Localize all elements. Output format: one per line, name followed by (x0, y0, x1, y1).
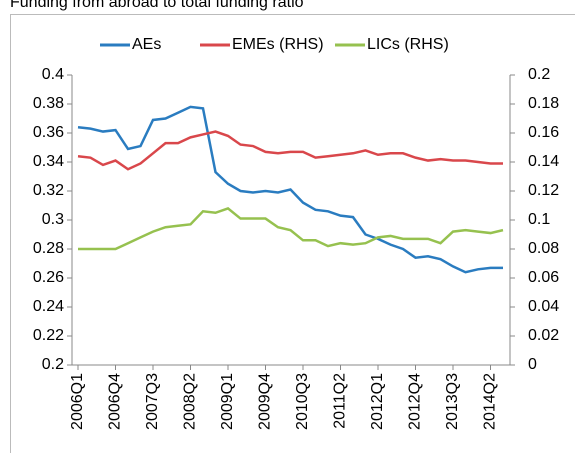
y-tick-label: 0.22 (33, 327, 64, 344)
x-tick-label: 2012Q1 (369, 373, 386, 430)
y-tick-label: 0.34 (33, 153, 64, 170)
y2-tick-label: 0.08 (528, 240, 559, 257)
y-tick-label: 0.28 (33, 240, 64, 257)
x-tick-label: 2012Q4 (407, 373, 424, 430)
y-tick-label: 0.2 (42, 356, 64, 373)
y-tick-label: 0.32 (33, 182, 64, 199)
legend-label: EMEs (RHS) (232, 36, 324, 53)
series-line (78, 206, 504, 251)
x-tick-label: 2010Q3 (294, 373, 311, 430)
x-tick-label: 2013Q3 (444, 373, 461, 430)
y2-tick-label: 0.16 (528, 124, 559, 141)
x-tick-label: 2014Q2 (482, 373, 499, 430)
y-tick-label: 0.3 (42, 211, 64, 228)
x-tick-label: 2007Q3 (144, 373, 161, 430)
y-tick-label: 0.4 (42, 66, 64, 83)
y2-tick-label: 0.12 (528, 182, 559, 199)
y-tick-label: 0.36 (33, 124, 64, 141)
y2-tick-label: 0.06 (528, 269, 559, 286)
legend-label: AEs (132, 36, 161, 53)
y2-tick-label: 0.1 (528, 211, 550, 228)
y2-tick-label: 0.14 (528, 153, 559, 170)
x-tick-label: 2006Q4 (107, 373, 124, 430)
x-tick-label: 2008Q2 (182, 373, 199, 430)
y2-tick-label: 0.02 (528, 327, 559, 344)
series-line (77, 130, 503, 171)
y2-tick-label: 0.18 (528, 95, 559, 112)
y2-tick-label: 0.2 (528, 66, 550, 83)
x-tick-label: 2006Q1 (69, 373, 86, 430)
chart-title: Funding from abroad to total funding rat… (10, 0, 304, 11)
y2-tick-label: 0.04 (528, 298, 559, 315)
y-tick-label: 0.38 (33, 95, 64, 112)
legend-label: LICs (RHS) (367, 36, 449, 53)
x-tick-label: 2009Q4 (257, 373, 274, 430)
y-tick-label: 0.24 (33, 298, 64, 315)
x-tick-label: 2011Q2 (332, 373, 349, 429)
series-line (77, 105, 503, 274)
x-tick-label: 2009Q1 (219, 373, 236, 430)
y-tick-label: 0.26 (33, 269, 64, 286)
chart-border (10, 14, 575, 453)
y2-tick-label: 0 (528, 356, 537, 373)
